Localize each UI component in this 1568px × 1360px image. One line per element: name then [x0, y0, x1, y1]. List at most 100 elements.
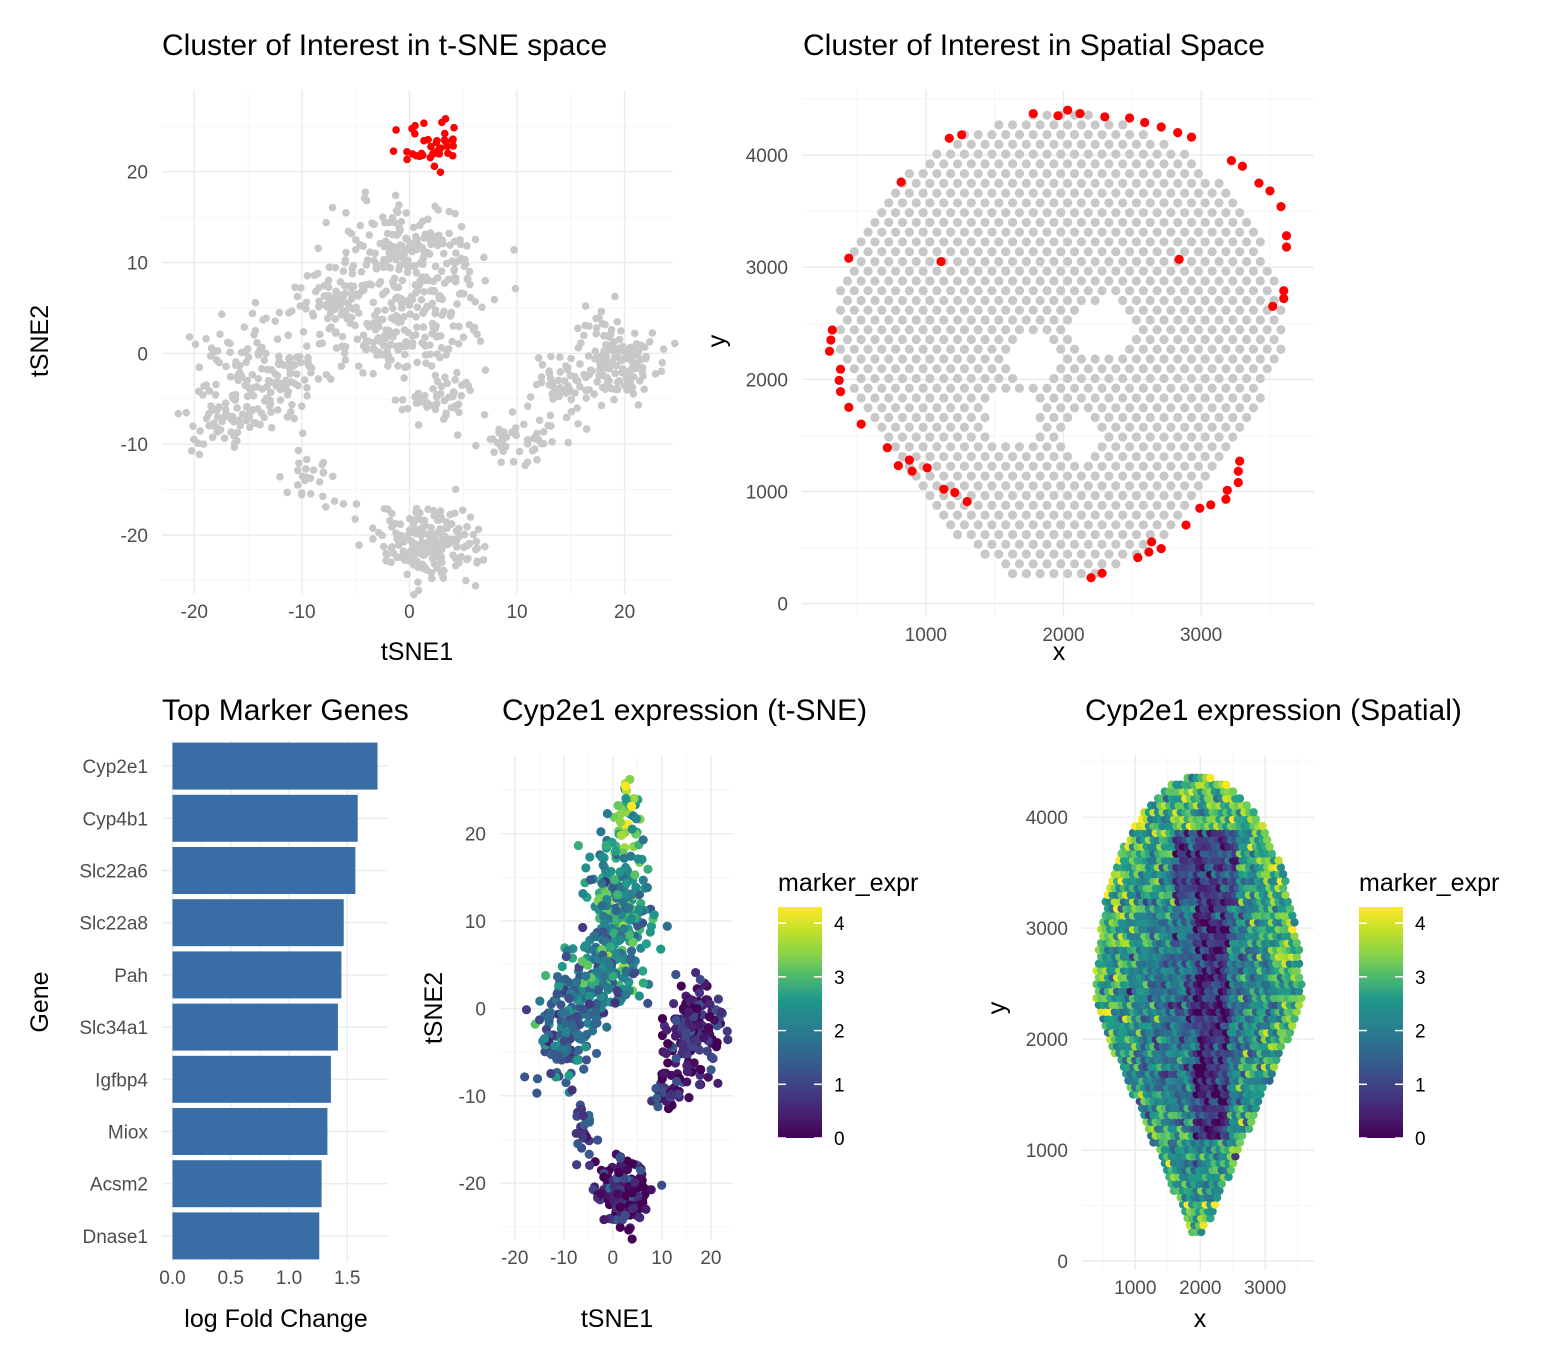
- spot: [1035, 178, 1045, 189]
- spot: [1111, 188, 1121, 198]
- spot: [1193, 286, 1203, 296]
- spot: [1159, 412, 1169, 423]
- spot: [1083, 383, 1093, 393]
- point: [391, 396, 400, 404]
- spot: [932, 286, 942, 296]
- point: [331, 263, 340, 272]
- spot: [1214, 198, 1224, 208]
- spot: [1097, 149, 1107, 159]
- point: [619, 973, 629, 983]
- point: [515, 447, 524, 456]
- point: [630, 1178, 640, 1188]
- point: [251, 298, 260, 307]
- spot: [1001, 149, 1011, 159]
- spot: [1152, 461, 1162, 471]
- point: [403, 235, 412, 244]
- point: [221, 405, 230, 414]
- spot: [966, 432, 976, 442]
- spot: [1076, 237, 1086, 247]
- point: [566, 371, 575, 380]
- point: [723, 1035, 733, 1045]
- spot: [980, 490, 990, 501]
- spot: [1138, 130, 1148, 140]
- point: [236, 368, 244, 377]
- spot: [1274, 1048, 1283, 1058]
- point: [613, 800, 623, 811]
- point: [384, 355, 393, 364]
- point: [382, 326, 390, 334]
- point: [298, 429, 307, 438]
- spot: [1069, 481, 1080, 491]
- spot: [1118, 373, 1128, 384]
- spot: [1193, 266, 1203, 276]
- spot: [1138, 461, 1148, 471]
- point: [578, 889, 588, 899]
- point: [200, 382, 208, 390]
- spot: [1145, 393, 1155, 403]
- spot: [1035, 295, 1045, 306]
- y-tick-label: 0: [777, 595, 788, 616]
- point: [321, 503, 330, 511]
- spot: [1193, 208, 1203, 218]
- spot: [1262, 325, 1272, 335]
- spot: [1208, 1207, 1217, 1216]
- point: [416, 398, 424, 407]
- spot: [932, 227, 942, 237]
- highlight-point: [449, 142, 457, 150]
- highlight-spot: [1254, 178, 1264, 188]
- spot: [884, 198, 894, 208]
- spot: [1063, 315, 1073, 325]
- point: [214, 427, 223, 436]
- point: [659, 345, 668, 353]
- spot: [1007, 178, 1018, 189]
- spot: [1124, 188, 1135, 198]
- highlight-spot: [1222, 485, 1232, 495]
- highlight-point: [389, 147, 398, 156]
- spot: [1042, 130, 1052, 140]
- spot: [1097, 266, 1107, 276]
- point: [254, 374, 263, 383]
- spot: [1221, 208, 1231, 218]
- spot: [1118, 237, 1128, 247]
- spot: [911, 373, 921, 384]
- point: [260, 413, 268, 422]
- highlight-point: [436, 168, 445, 177]
- point: [704, 1012, 715, 1022]
- point: [446, 312, 455, 320]
- spot: [1180, 227, 1190, 237]
- point: [618, 366, 627, 375]
- highlight-spot: [1221, 494, 1231, 504]
- spot: [1076, 471, 1086, 481]
- spot: [1021, 139, 1031, 149]
- spot: [1090, 373, 1100, 384]
- spot: [973, 539, 983, 549]
- spot: [1001, 442, 1011, 452]
- spot: [1228, 1159, 1238, 1168]
- spot: [1056, 559, 1066, 569]
- spot: [1221, 403, 1231, 413]
- spot: [904, 383, 914, 393]
- spot: [870, 354, 880, 364]
- highlight-spot: [904, 455, 914, 465]
- x-tick-label: 1.0: [276, 1268, 302, 1289]
- spot: [1090, 451, 1100, 462]
- spot: [1007, 451, 1018, 462]
- x-tick-label: -20: [501, 1248, 528, 1269]
- spot: [1180, 481, 1190, 491]
- spot: [1076, 549, 1086, 559]
- spot: [1118, 529, 1128, 540]
- point: [552, 989, 562, 999]
- spot: [1083, 266, 1093, 276]
- spot: [1253, 1097, 1263, 1106]
- point: [437, 569, 446, 577]
- panel-spatial-cluster-title: Cluster of Interest in Spatial Space: [803, 29, 1265, 62]
- point: [544, 1011, 554, 1021]
- point: [597, 901, 607, 911]
- point: [276, 396, 285, 404]
- point: [626, 914, 637, 924]
- spot: [1221, 383, 1231, 393]
- spot: [1035, 139, 1045, 149]
- spot: [939, 159, 949, 169]
- point: [327, 323, 335, 331]
- y-tick-label: 0: [475, 999, 486, 1020]
